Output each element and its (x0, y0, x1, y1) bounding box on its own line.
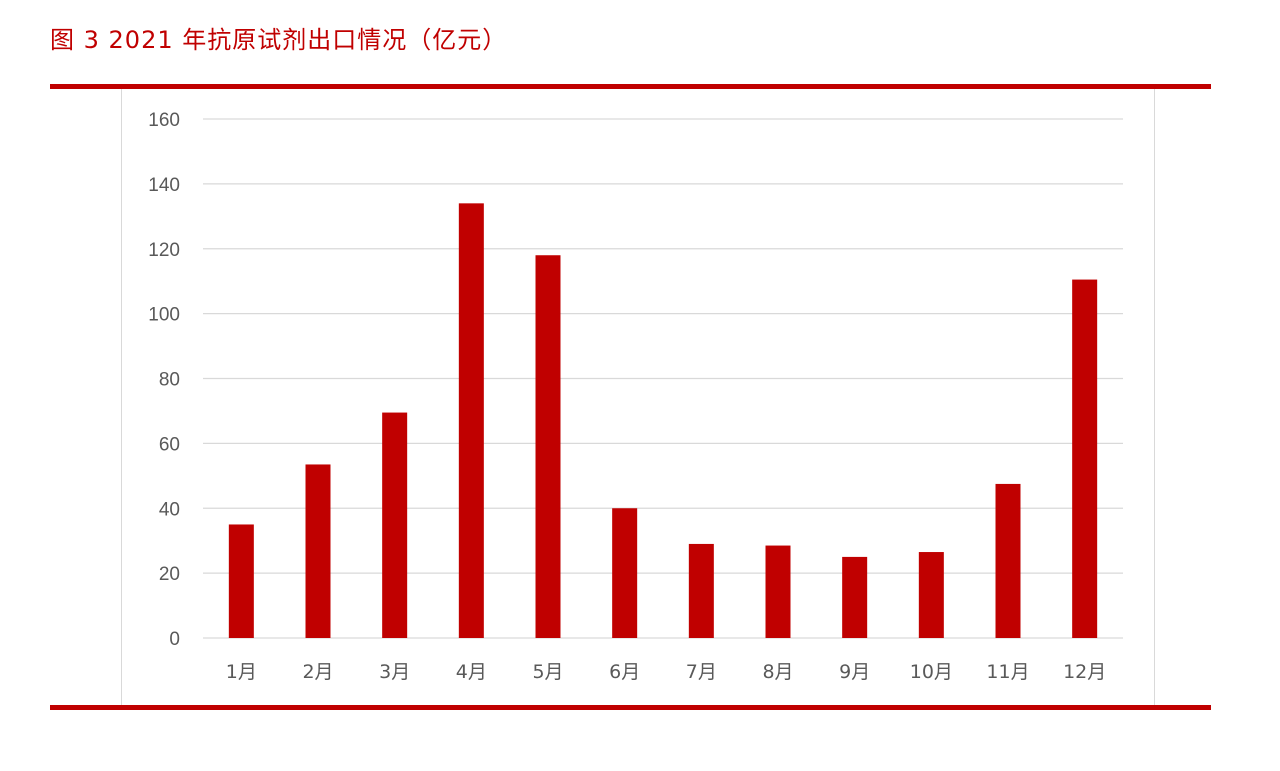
x-tick-label: 6月 (609, 661, 640, 683)
bar (842, 556, 868, 638)
bar (995, 483, 1021, 638)
x-tick-label: 11月 (986, 661, 1029, 683)
gridlines (203, 118, 1123, 639)
y-tick-label: 60 (159, 434, 180, 455)
y-tick-label: 160 (148, 110, 180, 131)
y-tick-label: 140 (148, 175, 180, 196)
x-tick-label: 9月 (839, 661, 870, 683)
x-tick-label: 7月 (686, 661, 717, 683)
top-rule (50, 84, 1211, 89)
figure-title: 图 3 2021 年抗原试剂出口情况（亿元） (50, 26, 508, 54)
y-tick-label: 20 (159, 564, 180, 585)
bar (688, 543, 714, 638)
y-axis-ticks: 0 20 40 60 80 100 120 140 160 (148, 110, 180, 650)
bar (458, 203, 484, 638)
bar (612, 508, 638, 638)
y-tick-label: 100 (148, 305, 180, 326)
bars (228, 203, 1098, 639)
bar (1072, 279, 1098, 638)
x-tick-label: 8月 (762, 661, 793, 683)
y-tick-label: 80 (159, 370, 180, 391)
x-axis-ticks: 1月 2月 3月 4月 5月 6月 7月 8月 9月 10月 11月 12月 (226, 661, 1106, 683)
y-tick-label: 120 (148, 240, 180, 261)
bottom-rule (50, 705, 1211, 710)
bar (228, 524, 254, 638)
chart-frame (121, 89, 1155, 705)
x-tick-label: 4月 (456, 661, 487, 683)
bar (535, 255, 561, 639)
bar (918, 552, 944, 638)
x-tick-label: 5月 (532, 661, 563, 683)
x-tick-label: 3月 (379, 661, 410, 683)
bar (765, 545, 791, 638)
y-tick-label: 0 (169, 629, 180, 650)
bar (305, 464, 331, 638)
x-tick-label: 10月 (910, 661, 953, 683)
x-tick-label: 1月 (226, 661, 257, 683)
bar (382, 412, 408, 638)
x-tick-label: 12月 (1063, 661, 1106, 683)
x-tick-label: 2月 (302, 661, 333, 683)
y-tick-label: 40 (159, 499, 180, 520)
